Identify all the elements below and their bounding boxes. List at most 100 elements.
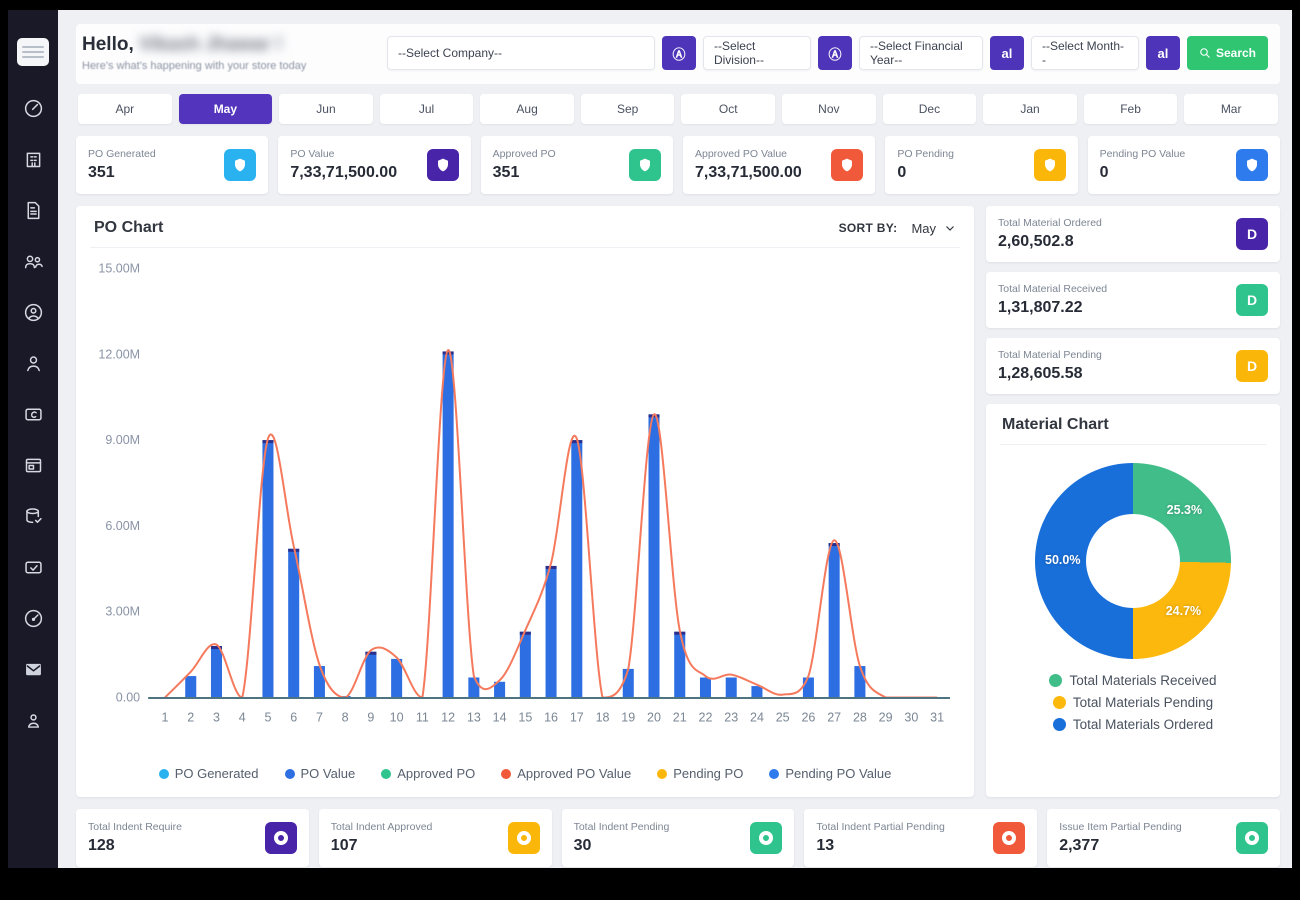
donut-hole: [1086, 514, 1180, 608]
legend-item: Approved PO Value: [501, 766, 631, 781]
sidebar-item-speedometer[interactable]: [21, 606, 45, 630]
division-all-button[interactable]: Ⓐ: [818, 36, 852, 70]
month-tab-jul[interactable]: Jul: [380, 94, 474, 124]
content-grid: PO Chart SORT BY: May 0.003.00M6.00M9.00…: [76, 206, 1280, 797]
legend-dot: [1053, 718, 1066, 731]
ring-icon: [274, 831, 288, 845]
select-financial-year[interactable]: --Select Financial Year--: [859, 36, 983, 70]
sidebar-item-dashboard-gauge[interactable]: [21, 96, 45, 120]
stat-icon-button[interactable]: [1236, 149, 1268, 181]
stat-card: Approved PO351: [481, 136, 673, 194]
company-all-button[interactable]: Ⓐ: [662, 36, 696, 70]
stat-card: Total Material Ordered2,60,502.8D: [986, 206, 1280, 262]
speedometer-icon: [23, 608, 44, 629]
stat-meta: PO Pending0: [897, 148, 954, 182]
ring-icon: [517, 831, 531, 845]
select-division[interactable]: --Select Division--: [703, 36, 811, 70]
sort-by-dropdown[interactable]: May: [911, 221, 956, 236]
sidebar-item-mail[interactable]: [21, 657, 45, 681]
stat-value: 351: [493, 164, 556, 182]
month-tab-jun[interactable]: Jun: [279, 94, 373, 124]
shield-icon: [232, 157, 248, 173]
sidebar-item-card-check[interactable]: [21, 555, 45, 579]
legend-dot: [501, 769, 511, 779]
svg-text:24: 24: [750, 711, 764, 725]
sidebar-item-document[interactable]: [21, 198, 45, 222]
sort-by-control: SORT BY: May: [839, 221, 956, 236]
stat-icon-button[interactable]: [427, 149, 459, 181]
stat-icon-button[interactable]: [1236, 822, 1268, 854]
financial-year-all-button[interactable]: al: [990, 36, 1024, 70]
stat-value: 0: [1100, 164, 1186, 182]
sidebar-item-user[interactable]: [21, 351, 45, 375]
svg-text:16: 16: [544, 711, 558, 725]
month-tab-jan[interactable]: Jan: [983, 94, 1077, 124]
stat-meta: Approved PO351: [493, 148, 556, 182]
stat-icon-button[interactable]: [629, 149, 661, 181]
sidebar-item-browser-window[interactable]: [21, 453, 45, 477]
stat-icon-button[interactable]: [993, 822, 1025, 854]
search-button[interactable]: Search: [1187, 36, 1268, 70]
month-tab-may[interactable]: May: [179, 94, 273, 124]
month-tab-apr[interactable]: Apr: [78, 94, 172, 124]
stat-label: Pending PO Value: [1100, 148, 1186, 160]
month-tab-oct[interactable]: Oct: [681, 94, 775, 124]
stat-meta: Total Material Pending1,28,605.58: [998, 349, 1102, 383]
app-logo[interactable]: [17, 38, 49, 66]
stat-value: 7,33,71,500.00: [290, 164, 397, 182]
user-name-redacted: Vikash Jhawar !: [139, 34, 282, 55]
legend-label: Approved PO: [397, 766, 475, 781]
stat-card: Total Indent Require128: [76, 809, 309, 867]
sidebar: [8, 10, 58, 868]
greeting-block: Hello, Vikash Jhawar ! Here's what's hap…: [82, 34, 306, 72]
stat-icon-button[interactable]: [750, 822, 782, 854]
filter-bar: --Select Company-- Ⓐ --Select Division--…: [387, 36, 1268, 70]
sidebar-item-company-building[interactable]: [21, 147, 45, 171]
sidebar-item-user-circle[interactable]: [21, 300, 45, 324]
month-tab-nov[interactable]: Nov: [782, 94, 876, 124]
greeting-title: Hello, Vikash Jhawar !: [82, 34, 306, 56]
svg-text:15.00M: 15.00M: [98, 262, 140, 276]
month-tab-feb[interactable]: Feb: [1084, 94, 1178, 124]
sidebar-item-users-group[interactable]: [21, 249, 45, 273]
legend-label: Total Materials Pending: [1073, 695, 1213, 710]
select-month[interactable]: --Select Month--: [1031, 36, 1139, 70]
card-check-icon: [23, 557, 44, 578]
po-chart-header: PO Chart SORT BY: May: [90, 206, 960, 248]
topbar: Hello, Vikash Jhawar ! Here's what's hap…: [76, 24, 1280, 84]
stat-label: Total Material Ordered: [998, 217, 1102, 229]
sidebar-item-database-check[interactable]: [21, 504, 45, 528]
stat-icon-button[interactable]: [265, 822, 297, 854]
sidebar-item-card-sync[interactable]: [21, 402, 45, 426]
stat-value: 0: [897, 164, 954, 182]
svg-text:0.00: 0.00: [116, 691, 140, 705]
stat-meta: Total Indent Require128: [88, 821, 182, 855]
select-company[interactable]: --Select Company--: [387, 36, 655, 70]
month-tab-aug[interactable]: Aug: [480, 94, 574, 124]
month-tab-dec[interactable]: Dec: [883, 94, 977, 124]
stat-icon-button[interactable]: [508, 822, 540, 854]
legend-dot: [1049, 674, 1062, 687]
stat-icon-button[interactable]: D: [1236, 218, 1268, 250]
month-tab-mar[interactable]: Mar: [1184, 94, 1278, 124]
month-tab-sep[interactable]: Sep: [581, 94, 675, 124]
material-chart-card: Material Chart 25.3%24.7%50.0% Total Mat…: [986, 404, 1280, 797]
month-all-button[interactable]: al: [1146, 36, 1180, 70]
svg-text:25: 25: [776, 711, 790, 725]
stat-card: Approved PO Value7,33,71,500.00: [683, 136, 875, 194]
legend-item: Total Materials Ordered: [1053, 717, 1213, 732]
stat-icon-button[interactable]: D: [1236, 350, 1268, 382]
stat-icon-button[interactable]: [1034, 149, 1066, 181]
sidebar-item-person[interactable]: [21, 708, 45, 732]
greeting-prefix: Hello,: [82, 34, 134, 55]
right-column: Total Material Ordered2,60,502.8DTotal M…: [986, 206, 1280, 797]
stat-icon-button[interactable]: [224, 149, 256, 181]
dashboard-gauge-icon: [23, 98, 44, 119]
legend-label: Pending PO: [673, 766, 743, 781]
stat-icon-button[interactable]: D: [1236, 284, 1268, 316]
search-button-label: Search: [1216, 46, 1256, 60]
stat-label: Approved PO Value: [695, 148, 802, 160]
stat-card: PO Generated351: [76, 136, 268, 194]
stat-meta: Total Indent Approved107: [331, 821, 433, 855]
stat-icon-button[interactable]: [831, 149, 863, 181]
